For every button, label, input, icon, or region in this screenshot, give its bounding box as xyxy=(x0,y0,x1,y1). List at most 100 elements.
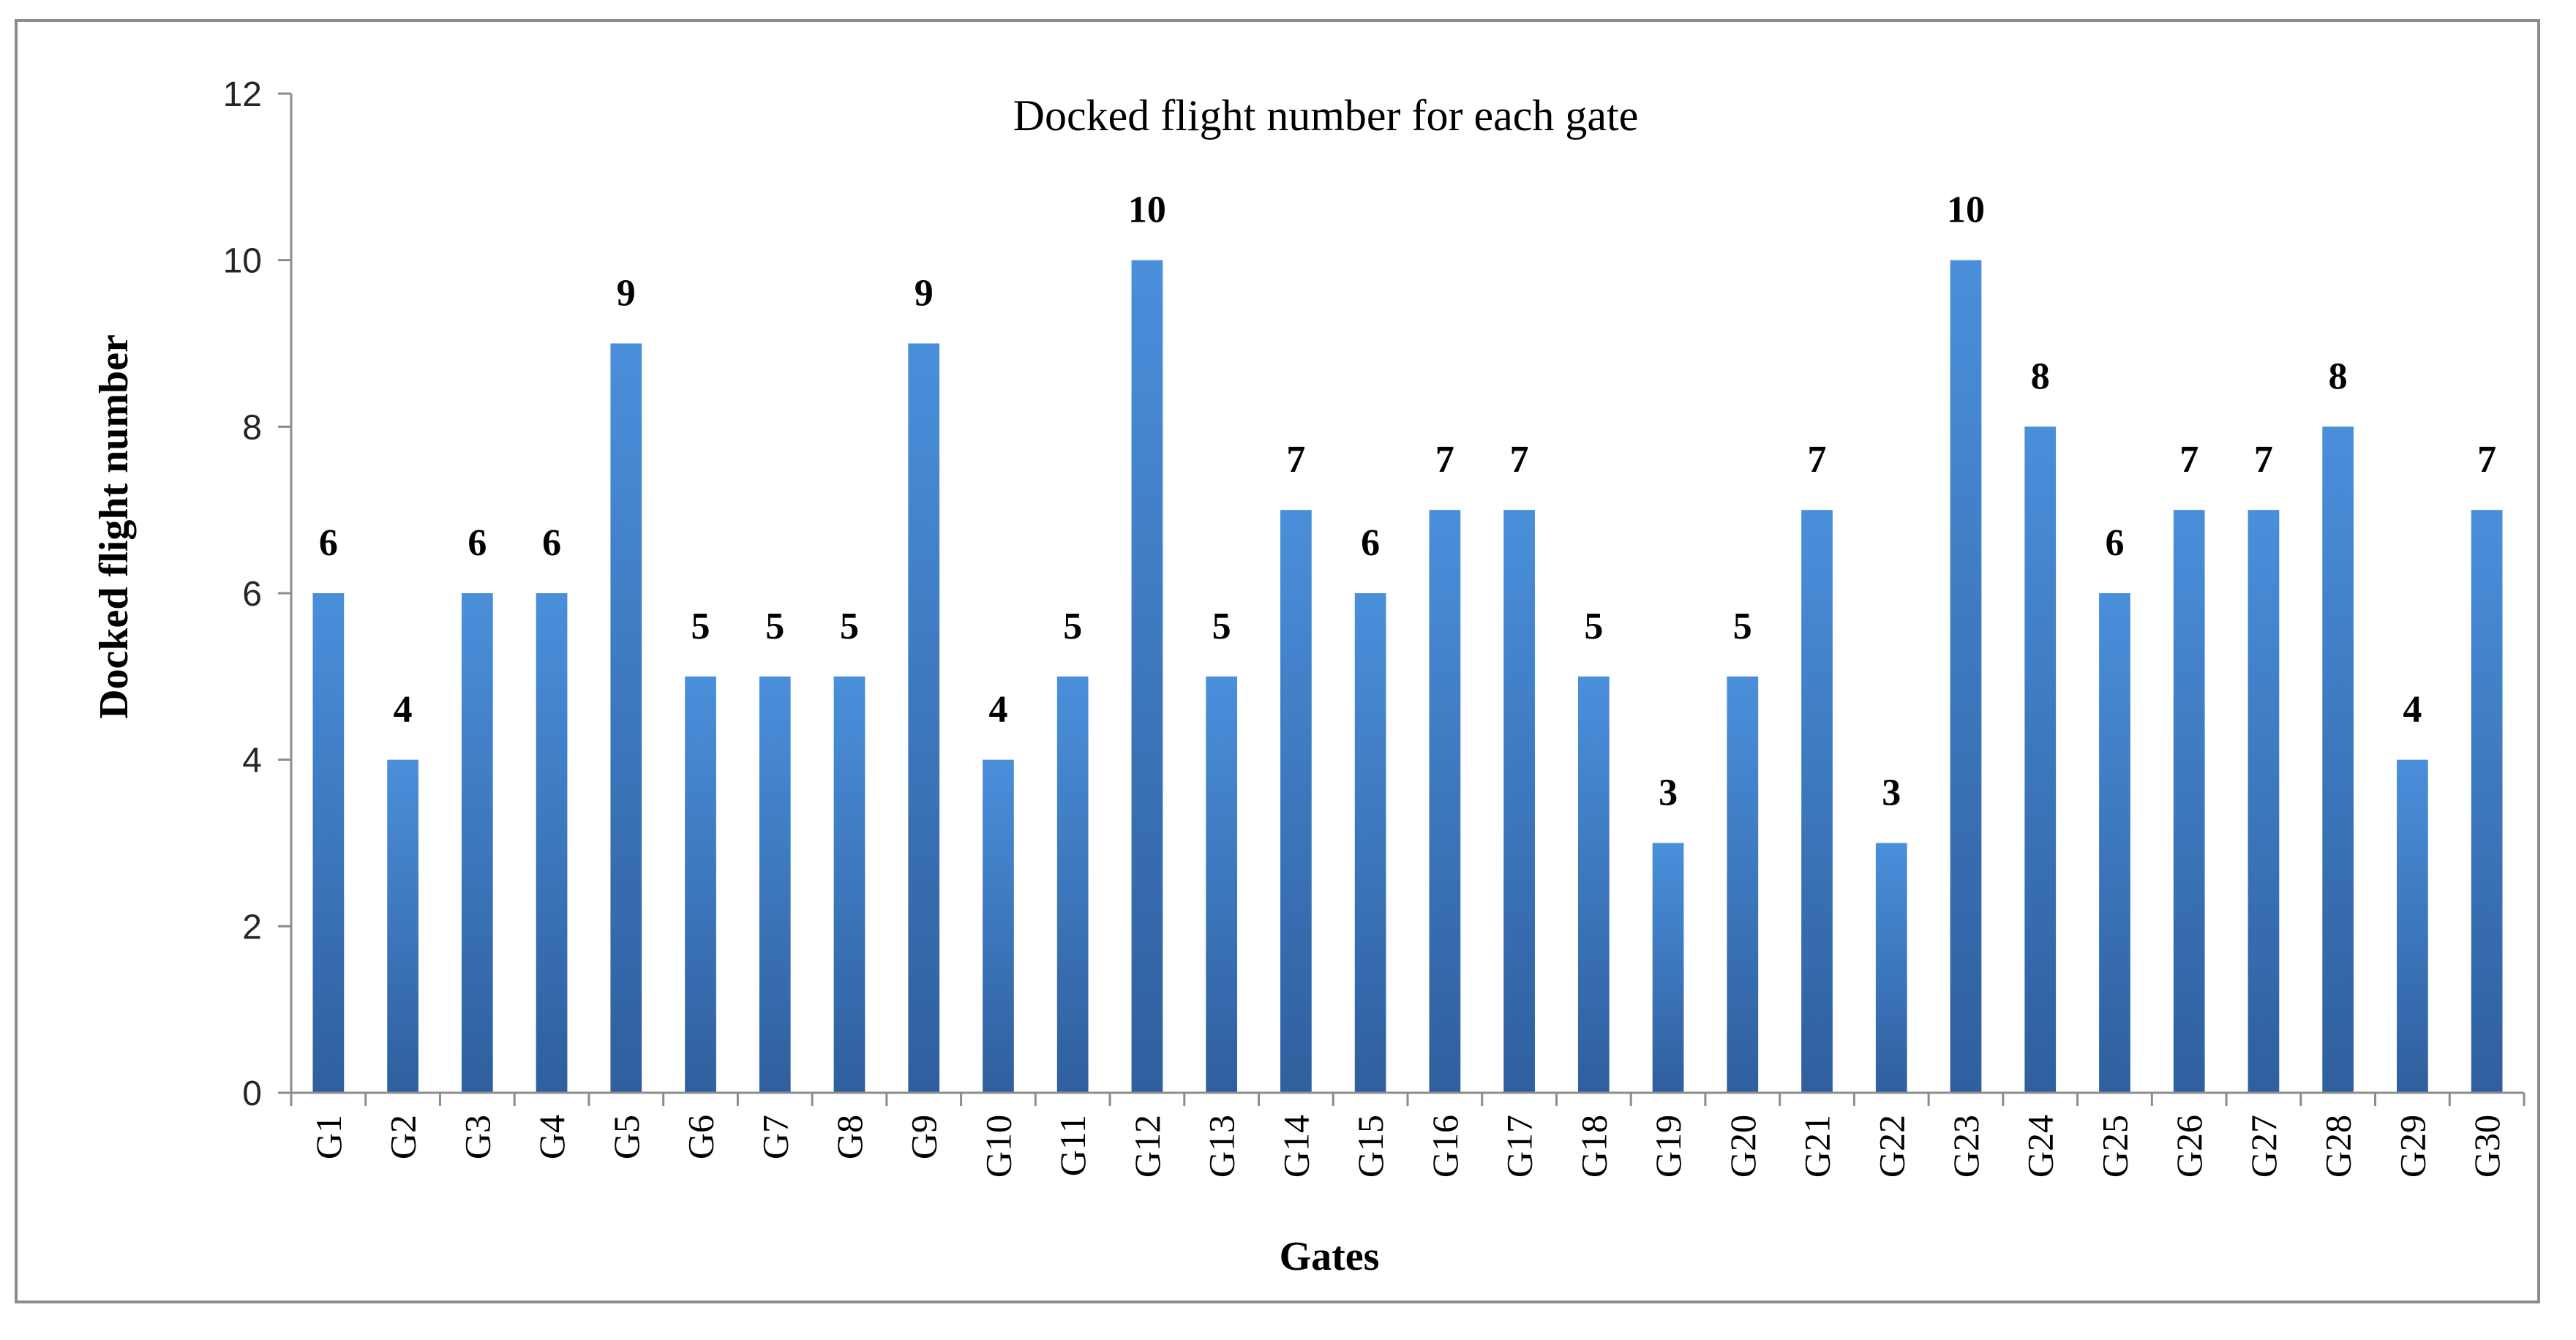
data-label-g14: 7 xyxy=(1286,439,1305,481)
x-tick-label-g10: G10 xyxy=(977,1115,1018,1178)
x-tick-label-g4: G4 xyxy=(531,1115,572,1159)
data-label-g23: 10 xyxy=(1947,189,1985,231)
bar-g22 xyxy=(1875,843,1907,1093)
bar-chart: Docked flight number for each gate Docke… xyxy=(91,75,2526,1279)
bar-g24 xyxy=(2024,426,2057,1093)
bar-g30 xyxy=(2471,510,2503,1093)
x-tick-label-g30: G30 xyxy=(2466,1115,2507,1178)
data-label-g12: 10 xyxy=(1128,189,1166,231)
bars-group xyxy=(312,260,2503,1094)
data-label-g30: 7 xyxy=(2477,439,2496,481)
bar-g19 xyxy=(1652,843,1684,1093)
x-tick-label-g5: G5 xyxy=(606,1115,647,1159)
x-tick-label-g8: G8 xyxy=(829,1115,870,1159)
data-label-g5: 9 xyxy=(617,273,636,315)
data-label-g9: 9 xyxy=(915,273,934,315)
bar-g26 xyxy=(2173,510,2205,1093)
x-tick-label-g3: G3 xyxy=(457,1115,497,1159)
data-labels-group: 6 4 6 6 9 5 5 5 9 4 5 10 5 7 6 7 7 5 3 5 7 3 10 8 6 7 7 8 4 7 xyxy=(319,189,2496,814)
data-label-g2: 4 xyxy=(394,689,413,731)
bar-g20 xyxy=(1727,676,1759,1093)
bar-g23 xyxy=(1950,260,1982,1094)
x-tick-label-g27: G27 xyxy=(2243,1115,2284,1178)
data-label-g25: 6 xyxy=(2105,522,2124,564)
y-tick-label: 8 xyxy=(242,408,262,447)
x-tick-label-g6: G6 xyxy=(680,1115,721,1159)
y-tick-label: 0 xyxy=(242,1074,262,1113)
data-label-g26: 7 xyxy=(2179,439,2198,481)
data-label-g22: 3 xyxy=(1882,772,1901,814)
bar-g17 xyxy=(1503,510,1535,1093)
data-label-g21: 7 xyxy=(1808,439,1827,481)
bar-g9 xyxy=(908,343,940,1093)
data-label-g8: 5 xyxy=(840,606,859,647)
bar-g14 xyxy=(1280,510,1312,1093)
y-tick-label: 12 xyxy=(223,75,262,114)
x-tick-label-g21: G21 xyxy=(1797,1115,1838,1178)
data-label-g27: 7 xyxy=(2254,439,2273,481)
bar-g3 xyxy=(461,593,493,1093)
bar-g18 xyxy=(1577,676,1610,1093)
data-label-g19: 3 xyxy=(1659,772,1678,814)
bar-g12 xyxy=(1131,260,1163,1094)
bar-g7 xyxy=(759,676,791,1093)
x-tick-label-g29: G29 xyxy=(2392,1115,2433,1178)
y-tick-label: 2 xyxy=(242,908,262,946)
x-tick-label-g25: G25 xyxy=(2094,1115,2135,1178)
x-tick-label-g1: G1 xyxy=(308,1115,349,1159)
x-tick-label-g15: G15 xyxy=(1350,1115,1391,1178)
data-label-g10: 4 xyxy=(988,689,1007,731)
x-tick-label-g11: G11 xyxy=(1052,1115,1093,1176)
chart-title: Docked flight number for each gate xyxy=(1013,91,1639,140)
bar-g8 xyxy=(833,676,865,1093)
bar-g2 xyxy=(387,759,418,1093)
data-label-g24: 8 xyxy=(2031,355,2050,397)
data-label-g13: 5 xyxy=(1212,606,1231,647)
data-label-g1: 6 xyxy=(319,522,338,564)
x-tick-label-g12: G12 xyxy=(1127,1115,1168,1178)
data-label-g11: 5 xyxy=(1063,606,1082,647)
x-tick-label-g2: G2 xyxy=(383,1115,424,1159)
y-tick-label: 6 xyxy=(242,575,262,614)
x-tick-label-g24: G24 xyxy=(2020,1115,2061,1178)
x-tick-label-g19: G19 xyxy=(1648,1115,1689,1178)
y-tick-label: 4 xyxy=(242,742,262,780)
x-tick-label-g9: G9 xyxy=(904,1115,945,1159)
bar-g1 xyxy=(312,593,345,1093)
bar-g29 xyxy=(2397,759,2428,1093)
x-tick-label-g18: G18 xyxy=(1573,1115,1614,1178)
bar-g11 xyxy=(1056,676,1089,1093)
data-label-g28: 8 xyxy=(2329,355,2348,397)
x-tick-label-g7: G7 xyxy=(754,1115,795,1159)
x-tick-label-g28: G28 xyxy=(2318,1115,2359,1178)
x-axis-ticks: G1 G2 G3 G4 G5 G6 G7 G8 G9 G10 G11 G12 G13 G14 G15 G16 G… xyxy=(290,1093,2526,1178)
bar-g13 xyxy=(1206,676,1238,1093)
x-tick-label-g14: G14 xyxy=(1275,1115,1316,1178)
data-label-g3: 6 xyxy=(467,522,487,564)
chart-frame: Docked flight number for each gate Docke… xyxy=(15,19,2540,1303)
data-label-g29: 4 xyxy=(2403,689,2422,731)
x-tick-label-g17: G17 xyxy=(1499,1115,1540,1178)
bar-g25 xyxy=(2099,593,2130,1093)
x-tick-label-g16: G16 xyxy=(1424,1115,1465,1178)
y-axis-ticks: 0 2 4 6 8 10 12 xyxy=(223,75,291,1113)
bar-g16 xyxy=(1429,510,1461,1093)
data-label-g15: 6 xyxy=(1361,522,1380,564)
data-label-g16: 7 xyxy=(1435,439,1454,481)
y-axis-title: Docked flight number xyxy=(91,334,137,719)
bar-g5 xyxy=(610,343,642,1093)
x-tick-label-g26: G26 xyxy=(2168,1115,2209,1178)
data-label-g6: 5 xyxy=(691,606,710,647)
data-label-g7: 5 xyxy=(765,606,784,647)
bar-g28 xyxy=(2322,426,2354,1093)
bar-g15 xyxy=(1354,593,1386,1093)
bar-g4 xyxy=(536,593,568,1093)
x-tick-label-g22: G22 xyxy=(1871,1115,1912,1178)
bar-g6 xyxy=(685,676,716,1093)
data-label-g4: 6 xyxy=(542,522,561,564)
x-axis-title: Gates xyxy=(1280,1234,1380,1279)
data-label-g18: 5 xyxy=(1584,606,1603,647)
x-tick-label-g20: G20 xyxy=(1722,1115,1763,1178)
x-tick-label-g23: G23 xyxy=(1945,1115,1986,1178)
x-tick-label-g13: G13 xyxy=(1201,1115,1242,1178)
